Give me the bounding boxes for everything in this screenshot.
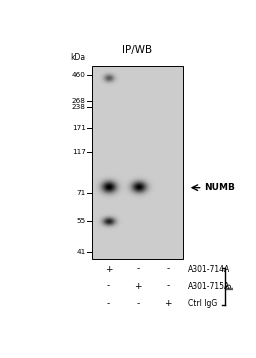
Text: +: + — [105, 265, 112, 274]
Text: -: - — [107, 282, 110, 291]
Bar — [92, 66, 183, 259]
Text: 268: 268 — [72, 98, 86, 104]
Text: IP: IP — [226, 282, 235, 290]
Text: -: - — [136, 265, 140, 274]
Text: 41: 41 — [76, 250, 86, 256]
Text: 460: 460 — [72, 72, 86, 78]
Text: 171: 171 — [72, 125, 86, 131]
Text: 238: 238 — [72, 104, 86, 110]
Text: IP/WB: IP/WB — [122, 45, 152, 55]
Text: kDa: kDa — [70, 53, 86, 62]
Text: NUMB: NUMB — [205, 183, 236, 192]
Text: A301-714A: A301-714A — [188, 265, 230, 274]
Text: -: - — [107, 299, 110, 308]
Text: Ctrl IgG: Ctrl IgG — [188, 299, 217, 308]
Text: A301-715A: A301-715A — [188, 282, 230, 291]
Text: -: - — [166, 282, 169, 291]
Text: +: + — [134, 282, 142, 291]
Text: +: + — [164, 299, 172, 308]
Text: 117: 117 — [72, 149, 86, 155]
Text: -: - — [166, 265, 169, 274]
Text: 71: 71 — [76, 190, 86, 196]
Text: -: - — [136, 299, 140, 308]
Text: 55: 55 — [76, 218, 86, 224]
